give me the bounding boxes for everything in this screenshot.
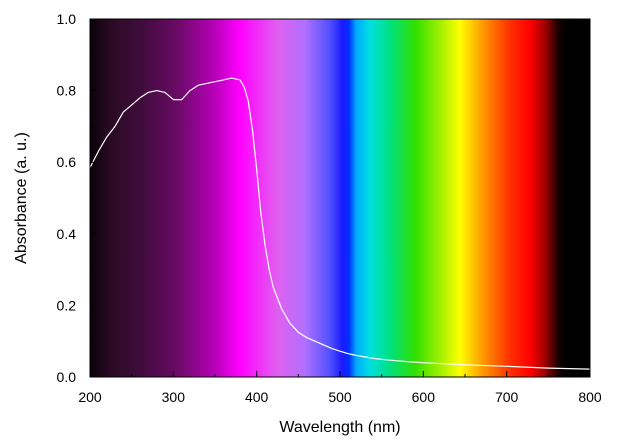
- y-tick-label: 0.6: [57, 154, 77, 170]
- x-tick-label: 800: [578, 389, 602, 405]
- x-tick-label: 400: [245, 389, 269, 405]
- y-tick-label: 0.8: [57, 83, 77, 99]
- x-tick-label: 200: [78, 389, 102, 405]
- y-tick-label: 0.4: [57, 226, 77, 242]
- x-tick-label: 500: [328, 389, 352, 405]
- x-axis-ticks: 200 300 400 500 600 700 800: [78, 371, 602, 405]
- y-tick-label: 0.2: [57, 297, 77, 313]
- x-axis-title: Wavelength (nm): [279, 419, 400, 436]
- x-tick-label: 700: [495, 389, 519, 405]
- y-tick-label: 1.0: [57, 11, 77, 27]
- y-tick-label: 0.0: [57, 369, 77, 385]
- spectrum-background: [90, 19, 590, 377]
- x-tick-label: 300: [162, 389, 186, 405]
- plot-frame: [89, 18, 591, 378]
- y-axis-title: Absorbance (a. u.): [13, 132, 30, 264]
- absorbance-curve: [89, 77, 591, 370]
- y-axis-ticks: 0.0 0.2 0.4 0.6 0.8 1.0: [57, 11, 96, 385]
- x-tick-label: 600: [412, 389, 436, 405]
